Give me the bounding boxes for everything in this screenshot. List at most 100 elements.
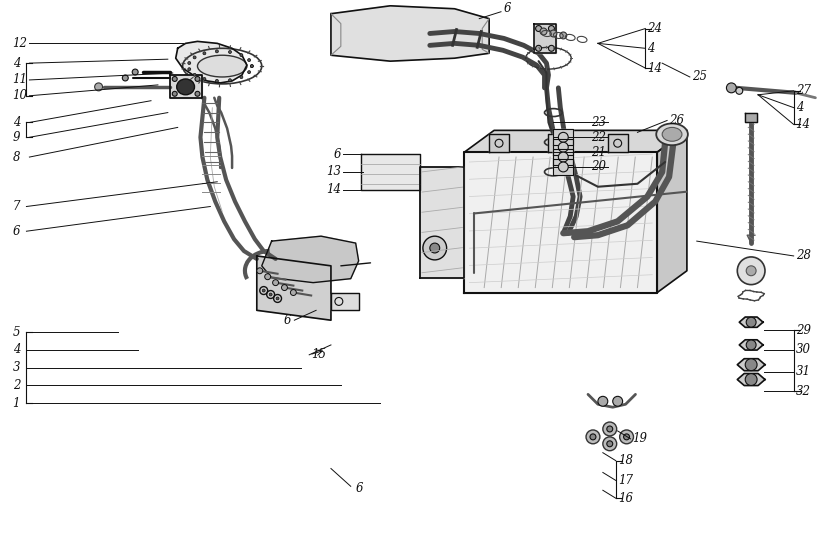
Circle shape	[188, 61, 190, 65]
Text: 14: 14	[326, 183, 341, 196]
Text: 17: 17	[617, 474, 632, 487]
Circle shape	[606, 426, 612, 432]
Circle shape	[606, 441, 612, 447]
Circle shape	[94, 83, 103, 91]
Circle shape	[262, 289, 265, 292]
Circle shape	[247, 71, 251, 74]
Polygon shape	[170, 75, 202, 98]
Text: 14: 14	[795, 118, 810, 131]
Text: 6: 6	[12, 225, 20, 238]
Text: 18: 18	[617, 454, 632, 467]
Polygon shape	[739, 317, 762, 327]
Text: 32: 32	[795, 385, 810, 398]
Circle shape	[228, 51, 232, 53]
Polygon shape	[547, 135, 567, 152]
Circle shape	[256, 268, 262, 274]
Circle shape	[429, 243, 439, 253]
Text: 1: 1	[12, 397, 20, 410]
Circle shape	[745, 317, 755, 327]
Text: 19: 19	[632, 433, 647, 445]
Polygon shape	[464, 130, 686, 152]
Text: 10: 10	[12, 89, 27, 102]
Circle shape	[619, 430, 633, 444]
Polygon shape	[739, 340, 762, 350]
Circle shape	[744, 374, 756, 385]
Circle shape	[250, 65, 253, 68]
Circle shape	[203, 77, 206, 81]
Text: 28: 28	[795, 249, 810, 262]
Text: 5: 5	[12, 326, 20, 339]
Polygon shape	[657, 130, 686, 293]
Circle shape	[290, 289, 296, 295]
Polygon shape	[331, 6, 489, 61]
Circle shape	[215, 50, 218, 53]
Circle shape	[240, 76, 242, 79]
Polygon shape	[736, 358, 764, 371]
Circle shape	[172, 91, 177, 96]
Circle shape	[122, 75, 128, 81]
Polygon shape	[361, 154, 419, 190]
Polygon shape	[175, 41, 246, 83]
Text: 15: 15	[311, 348, 326, 361]
Circle shape	[586, 430, 599, 444]
Circle shape	[547, 46, 554, 51]
Circle shape	[745, 340, 755, 350]
Circle shape	[272, 279, 278, 285]
Polygon shape	[552, 139, 572, 155]
Text: 4: 4	[12, 116, 20, 129]
Text: 22: 22	[590, 131, 605, 144]
Text: 4: 4	[795, 101, 802, 114]
Text: 23: 23	[590, 116, 605, 129]
Ellipse shape	[662, 127, 681, 141]
Ellipse shape	[656, 124, 687, 145]
Text: 30: 30	[795, 343, 810, 356]
Circle shape	[602, 437, 616, 451]
Text: 27: 27	[795, 85, 810, 97]
Circle shape	[240, 54, 242, 57]
Circle shape	[745, 266, 755, 276]
Text: 9: 9	[12, 131, 20, 144]
Circle shape	[250, 65, 253, 68]
Circle shape	[188, 68, 190, 71]
Polygon shape	[736, 373, 764, 385]
Circle shape	[602, 422, 616, 436]
Text: 2: 2	[12, 379, 20, 392]
Text: 6: 6	[356, 482, 363, 495]
Circle shape	[559, 32, 566, 39]
Ellipse shape	[176, 79, 194, 95]
Circle shape	[549, 30, 557, 37]
Text: 7: 7	[12, 200, 20, 213]
Circle shape	[132, 69, 138, 75]
Circle shape	[725, 83, 735, 93]
Text: 6: 6	[333, 148, 341, 161]
Circle shape	[203, 52, 206, 55]
Circle shape	[195, 91, 199, 96]
Polygon shape	[331, 293, 358, 310]
Circle shape	[265, 274, 270, 279]
Text: 6: 6	[284, 313, 291, 327]
Circle shape	[195, 76, 199, 81]
Text: 4: 4	[647, 42, 654, 55]
Circle shape	[269, 293, 272, 296]
Text: 31: 31	[795, 365, 810, 378]
Polygon shape	[256, 256, 331, 320]
Polygon shape	[489, 135, 509, 152]
Circle shape	[735, 87, 742, 94]
Circle shape	[736, 257, 764, 284]
Circle shape	[612, 396, 622, 406]
Circle shape	[597, 396, 607, 406]
Circle shape	[623, 434, 629, 440]
Polygon shape	[552, 130, 572, 145]
Circle shape	[590, 434, 595, 440]
Ellipse shape	[197, 55, 246, 77]
Circle shape	[423, 236, 446, 260]
Text: 14: 14	[647, 61, 662, 75]
Circle shape	[247, 59, 251, 61]
Circle shape	[193, 74, 196, 76]
Text: 8: 8	[12, 150, 20, 164]
Text: 4: 4	[12, 57, 20, 70]
Polygon shape	[552, 159, 572, 175]
Circle shape	[547, 26, 554, 31]
Text: 20: 20	[590, 160, 605, 173]
Circle shape	[193, 56, 196, 59]
